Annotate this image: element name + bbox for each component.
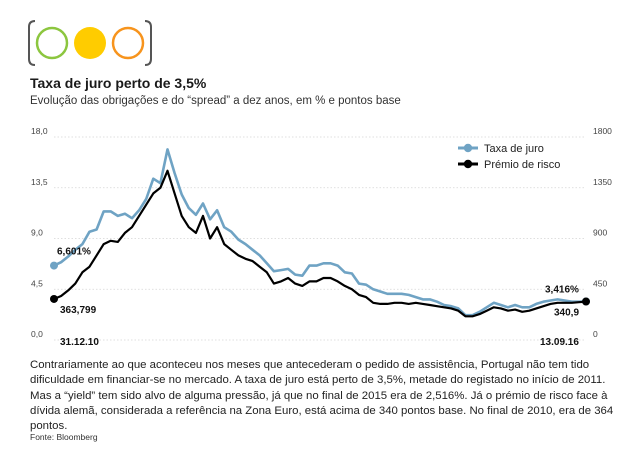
body-paragraph: Contrariamente ao que aconteceu nos mese… — [30, 359, 614, 433]
x-end-label: 13.09.16 — [540, 337, 579, 348]
right-tick-label: 0 — [593, 329, 598, 339]
left-axis-ticks: 18,0 13,5 9,0 4,5 0,0 — [31, 126, 48, 339]
end-spread-label: 340,9 — [554, 308, 579, 319]
chart-title: Taxa de juro perto de 3,5% — [30, 75, 207, 91]
series-lines — [50, 148, 590, 318]
legend-marker-1 — [463, 159, 473, 169]
right-tick-label: 900 — [593, 228, 607, 238]
series-line-1 — [53, 169, 587, 318]
series-start-point-1 — [50, 294, 58, 303]
grid-lines — [54, 136, 586, 341]
right-bracket-icon — [144, 20, 152, 66]
left-bracket-icon — [28, 20, 36, 66]
end-rate-label: 3,416% — [545, 284, 579, 295]
green-circle-icon — [35, 26, 69, 60]
right-axis-ticks: 1800 1350 900 450 0 — [593, 126, 612, 339]
legend-marker-0 — [463, 143, 473, 153]
left-tick-label: 18,0 — [31, 126, 48, 136]
start-spread-label: 363,799 — [60, 305, 97, 316]
series-line-0 — [53, 148, 587, 317]
x-start-label: 31.12.10 — [60, 337, 99, 348]
left-tick-label: 13,5 — [31, 177, 48, 187]
yellow-circle-icon — [74, 27, 106, 59]
line-chart: 18,0 13,5 9,0 4,5 0,0 1800 1350 900 450 0 Taxa d… — [31, 126, 612, 348]
orange-circle-icon — [111, 26, 145, 60]
right-tick-label: 1350 — [593, 177, 612, 187]
source-note: Fonte: Bloomberg — [30, 432, 98, 442]
legend-label-0: Taxa de juro — [484, 143, 544, 155]
legend-label-1: Prémio de risco — [484, 159, 560, 171]
series-end-point-1 — [582, 297, 590, 306]
left-tick-label: 4,5 — [31, 278, 43, 288]
traffic-light-logo — [28, 20, 152, 66]
annotations: 6,601% 363,799 3,416% 340,9 31.12.10 13.09.16 — [57, 247, 579, 348]
series-start-point-0 — [50, 261, 58, 270]
left-tick-label: 9,0 — [31, 228, 43, 238]
right-tick-label: 450 — [593, 278, 607, 288]
legend: Taxa de juro Prémio de risco — [458, 143, 560, 171]
right-tick-label: 1800 — [593, 126, 612, 136]
chart-subtitle: Evolução das obrigações e do “spread” a … — [30, 95, 401, 107]
start-rate-label: 6,601% — [57, 247, 91, 258]
left-tick-label: 0,0 — [31, 329, 43, 339]
